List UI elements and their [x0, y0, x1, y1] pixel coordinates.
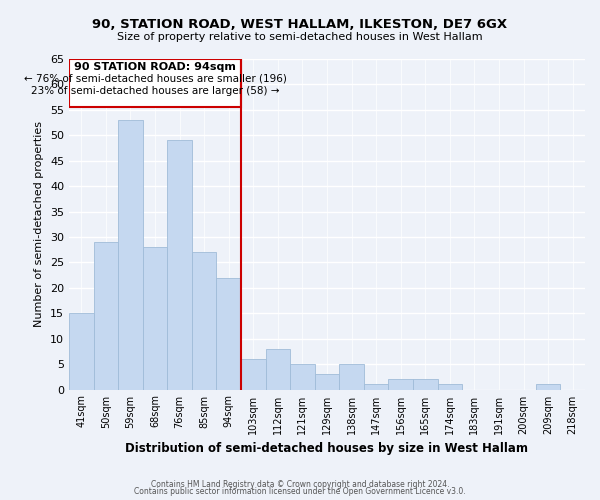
Bar — [217, 278, 241, 390]
Bar — [437, 384, 462, 390]
Bar — [388, 380, 413, 390]
Bar — [413, 380, 437, 390]
Text: Contains HM Land Registry data © Crown copyright and database right 2024.: Contains HM Land Registry data © Crown c… — [151, 480, 449, 489]
Bar — [69, 59, 241, 108]
Text: 90 STATION ROAD: 94sqm: 90 STATION ROAD: 94sqm — [74, 62, 236, 72]
Y-axis label: Number of semi-detached properties: Number of semi-detached properties — [34, 122, 44, 328]
Bar — [266, 349, 290, 390]
Bar — [290, 364, 314, 390]
Bar — [339, 364, 364, 390]
Bar — [364, 384, 388, 390]
Bar — [192, 252, 217, 390]
Text: Contains public sector information licensed under the Open Government Licence v3: Contains public sector information licen… — [134, 487, 466, 496]
Bar — [167, 140, 192, 390]
Bar — [241, 359, 266, 390]
Bar — [314, 374, 339, 390]
Text: 23% of semi-detached houses are larger (58) →: 23% of semi-detached houses are larger (… — [31, 86, 279, 96]
Text: Size of property relative to semi-detached houses in West Hallam: Size of property relative to semi-detach… — [117, 32, 483, 42]
Bar — [118, 120, 143, 390]
X-axis label: Distribution of semi-detached houses by size in West Hallam: Distribution of semi-detached houses by … — [125, 442, 529, 455]
Text: ← 76% of semi-detached houses are smaller (196): ← 76% of semi-detached houses are smalle… — [23, 74, 286, 84]
Bar — [143, 247, 167, 390]
Text: 90, STATION ROAD, WEST HALLAM, ILKESTON, DE7 6GX: 90, STATION ROAD, WEST HALLAM, ILKESTON,… — [92, 18, 508, 30]
Bar — [69, 314, 94, 390]
Bar — [94, 242, 118, 390]
Bar — [536, 384, 560, 390]
